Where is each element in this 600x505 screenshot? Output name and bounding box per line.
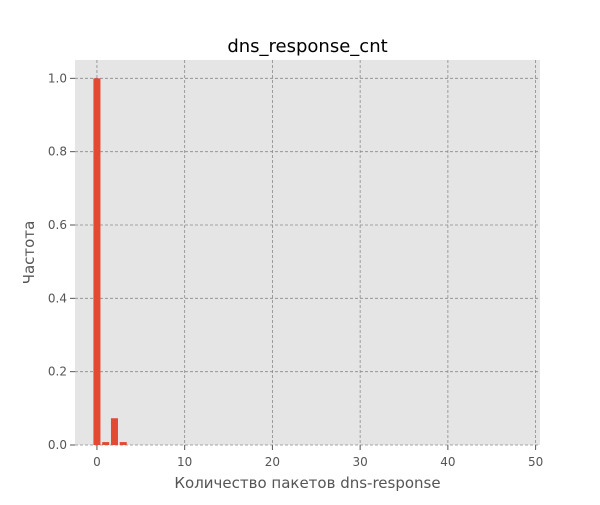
bar: [102, 442, 110, 445]
y-tick-label: 1.0: [48, 71, 67, 85]
x-tick-label: 30: [353, 455, 368, 469]
x-tick-label: 50: [528, 455, 543, 469]
ticks: 0 10 20 30 40 50 0.0 0.2 0.4 0.6 0.8 1.0: [48, 71, 543, 469]
plot-background: [75, 60, 540, 445]
y-tick-label: 0.2: [48, 365, 67, 379]
chart-title: dns_response_cnt: [227, 36, 387, 57]
x-axis-title: Количество пакетов dns-response: [174, 474, 440, 492]
y-tick-label: 0.0: [48, 438, 67, 452]
bar: [119, 442, 127, 445]
bar: [110, 418, 118, 445]
y-axis-title: Частота: [20, 221, 38, 285]
y-tick-label: 0.8: [48, 145, 67, 159]
bars: [93, 78, 127, 445]
x-tick-label: 40: [440, 455, 455, 469]
y-tick-label: 0.4: [48, 291, 67, 305]
x-tick-label: 0: [93, 455, 101, 469]
y-tick-label: 0.6: [48, 218, 67, 232]
bar: [93, 78, 101, 445]
x-tick-label: 10: [177, 455, 192, 469]
x-tick-label: 20: [265, 455, 280, 469]
grid: [75, 60, 540, 446]
